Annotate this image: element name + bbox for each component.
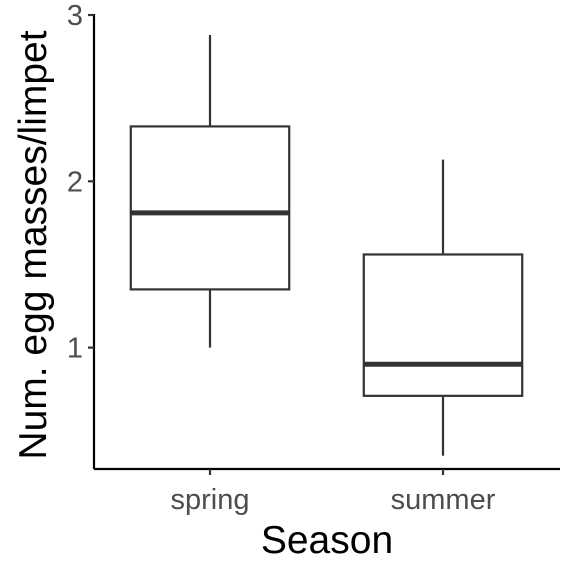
box-spring [129, 34, 291, 348]
y-axis: 1 2 3 [67, 0, 96, 469]
y-tick-label: 3 [67, 0, 83, 32]
iqr-box [129, 125, 291, 291]
x-axis: spring summer [94, 467, 560, 516]
x-tick-label: spring [171, 484, 250, 516]
y-tick-label: 2 [67, 166, 83, 198]
x-tick-label: summer [391, 484, 496, 516]
y-tick-label: 1 [67, 333, 83, 365]
iqr-box [362, 253, 524, 397]
x-axis-title: Season [261, 519, 393, 562]
box-summer [362, 159, 524, 456]
y-axis-title: Num. egg masses/limpet [12, 30, 55, 459]
boxes [129, 34, 524, 456]
